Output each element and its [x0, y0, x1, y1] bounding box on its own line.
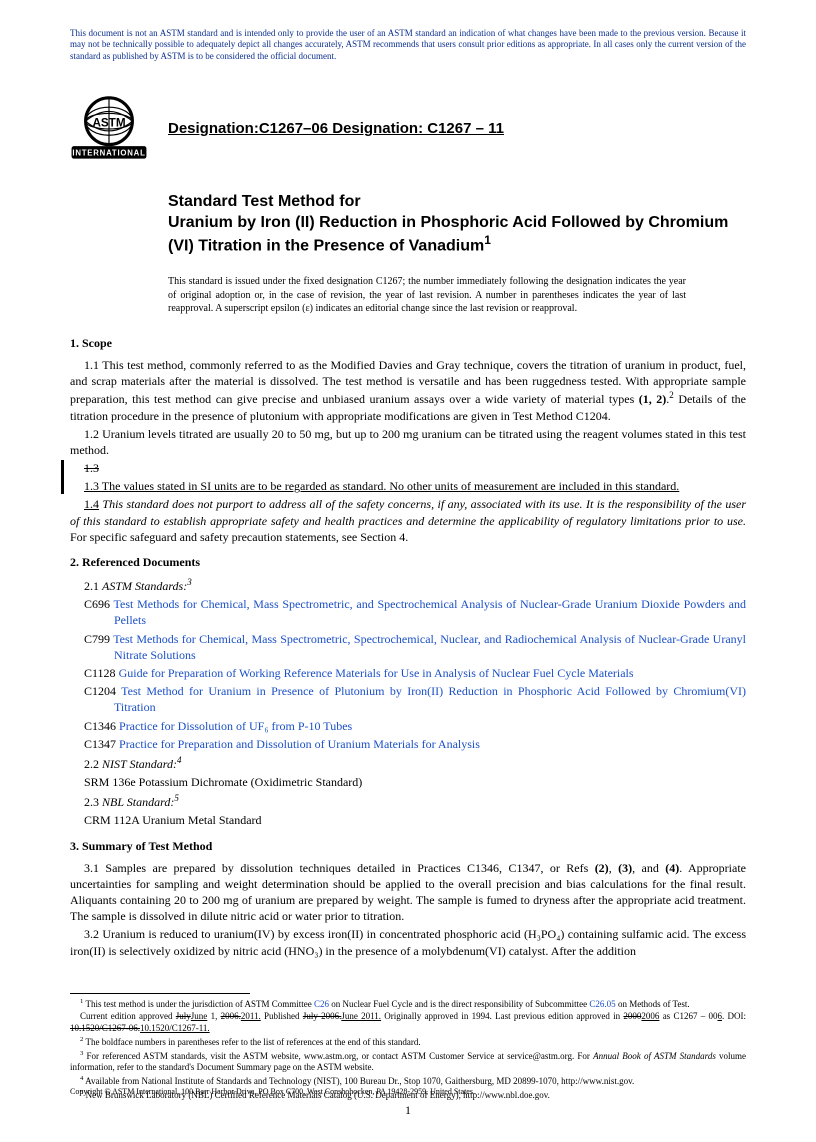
summary-head: 3. Summary of Test Method	[70, 839, 746, 854]
scope-1-4: 1.4 This standard does not purport to ad…	[70, 496, 746, 545]
summary-3-1: 3.1 Samples are prepared by dissolution …	[70, 860, 746, 925]
title-main: Uranium by Iron (II) Reduction in Phosph…	[168, 213, 746, 258]
scope-1-3-new: 1.3 The values stated in SI units are to…	[70, 478, 746, 494]
header-disclaimer: This document is not an ASTM standard an…	[70, 28, 746, 62]
footnote-3: 3 For referenced ASTM standards, visit t…	[70, 1050, 746, 1074]
scope-1-3-old: 1.3	[70, 460, 746, 476]
refdocs-head: 2. Referenced Documents	[70, 555, 746, 570]
page-number: 1	[0, 1103, 816, 1118]
ref-c1204: C1204 Test Method for Uranium in Presenc…	[84, 683, 746, 715]
refdocs-2-2: 2.2 NIST Standard:4	[70, 754, 746, 772]
footnotes: 1 This test method is under the jurisdic…	[70, 998, 746, 1102]
ref-c799: C799 Test Methods for Chemical, Mass Spe…	[84, 631, 746, 663]
designation: Designation:C1267–06 Designation: C1267 …	[168, 120, 504, 137]
link-c1128[interactable]: Guide for Preparation of Working Referen…	[119, 666, 634, 680]
refdocs-2-3: 2.3 NBL Standard:5	[70, 792, 746, 810]
footnote-1-dates: Current edition approved JulyJune 1, 200…	[70, 1011, 746, 1034]
footnote-1: 1 This test method is under the jurisdic…	[70, 998, 746, 1011]
footnote-4: 4 Available from National Institute of S…	[70, 1075, 746, 1088]
link-c1204[interactable]: Test Method for Uranium in Presence of P…	[114, 684, 746, 714]
page-container: This document is not an ASTM standard an…	[0, 0, 816, 1142]
ref-c696: C696 Test Methods for Chemical, Mass Spe…	[84, 596, 746, 628]
svg-text:ASTM: ASTM	[92, 116, 125, 129]
title-block: Standard Test Method for Uranium by Iron…	[168, 192, 746, 258]
ref-srm136e: SRM 136e Potassium Dichromate (Oxidimetr…	[84, 774, 746, 790]
refdocs-2-1: 2.1 ASTM Standards:3	[70, 576, 746, 594]
astm-logo: ASTM INTERNATIONAL	[70, 90, 148, 168]
change-bar-scope: 1.3 1.3 The values stated in SI units ar…	[61, 460, 746, 494]
link-c1347[interactable]: Practice for Preparation and Dissolution…	[119, 737, 480, 751]
link-c799[interactable]: Test Methods for Chemical, Mass Spectrom…	[113, 632, 746, 662]
designation-new: Designation: C1267 – 11	[328, 120, 504, 137]
ref-c1346: C1346 Practice for Dissolution of UF₆ fr…	[84, 718, 746, 734]
footnote-2: 2 The boldface numbers in parentheses re…	[70, 1036, 746, 1049]
scope-1-1: 1.1 This test method, commonly referred …	[70, 357, 746, 424]
astm-standards-list: C696 Test Methods for Chemical, Mass Spe…	[84, 596, 746, 752]
link-c26[interactable]: C26	[314, 999, 329, 1009]
link-c1346[interactable]: Practice for Dissolution of UF₆ from P-1…	[119, 719, 352, 733]
status-note: This standard is issued under the fixed …	[168, 275, 686, 316]
copyright: Copyright © ASTM International, 100 Barr…	[70, 1087, 475, 1096]
scope-head: 1. Scope	[70, 336, 746, 351]
ref-c1128: C1128 Guide for Preparation of Working R…	[84, 665, 746, 681]
header-row: ASTM INTERNATIONAL Designation:C1267–06 …	[70, 90, 746, 168]
link-c26-05[interactable]: C26.05	[589, 999, 615, 1009]
title-footmark: 1	[484, 233, 491, 247]
designation-old: Designation:C1267–06	[168, 120, 328, 137]
summary-3-2: 3.2 Uranium is reduced to uranium(IV) by…	[70, 926, 746, 958]
ref-c1347: C1347 Practice for Preparation and Disso…	[84, 736, 746, 752]
link-c696[interactable]: Test Methods for Chemical, Mass Spectrom…	[114, 597, 746, 627]
svg-text:INTERNATIONAL: INTERNATIONAL	[72, 148, 145, 157]
ref-crm112a: CRM 112A Uranium Metal Standard	[84, 812, 746, 828]
scope-1-2: 1.2 Uranium levels titrated are usually …	[70, 426, 746, 458]
title-lead: Standard Test Method for	[168, 192, 746, 213]
